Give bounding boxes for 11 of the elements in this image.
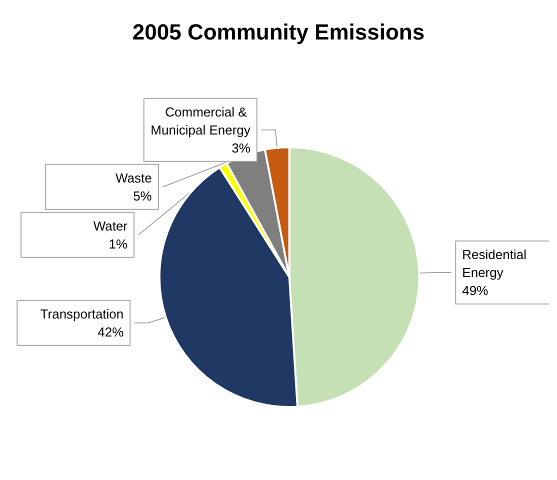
slice-label: Commercial & Municipal Energy [150, 104, 251, 138]
slice-label: Water [93, 218, 128, 234]
slice-label: Transportation [40, 306, 124, 322]
slice-label: Residential Energy [462, 246, 530, 280]
data-label: 1% [108, 236, 128, 252]
chart-title: 2005 Community Emissions [132, 20, 425, 44]
slice-label: Waste [116, 170, 152, 186]
data-label: 42% [98, 324, 124, 340]
data-label: 5% [133, 188, 152, 204]
data-label: 3% [232, 140, 251, 156]
data-label: 49% [462, 282, 489, 298]
